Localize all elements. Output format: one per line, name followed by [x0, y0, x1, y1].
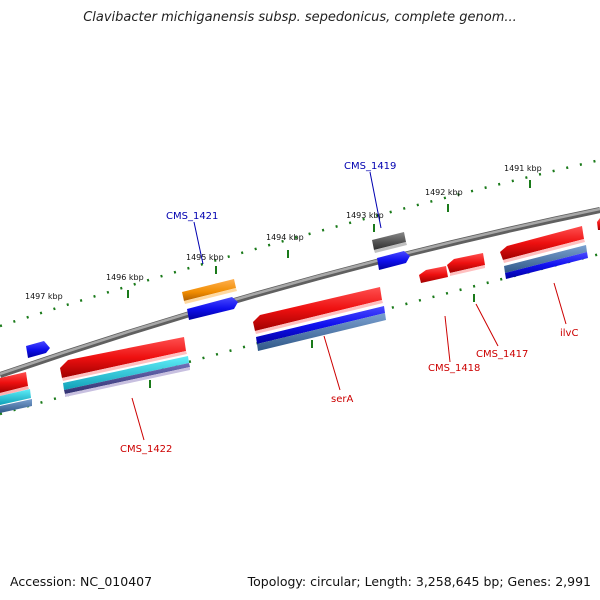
reverse-strand-features — [0, 218, 600, 413]
cds-feature[interactable] — [377, 251, 410, 270]
tick-label: 1497 kbp — [25, 292, 63, 301]
cds-feature[interactable] — [500, 226, 584, 260]
misc-feature[interactable] — [372, 232, 406, 250]
tick-label: 1492 kbp — [425, 188, 463, 197]
outer-tick-ring — [0, 158, 600, 328]
genome-stats-text: Topology: circular; Length: 3,258,645 bp… — [247, 574, 591, 589]
outer-major-ticks — [127, 180, 531, 298]
gene-label-cms-1418: CMS_1418 — [428, 363, 480, 374]
inner-major-ticks — [149, 294, 475, 388]
gene-label-cms-1422: CMS_1422 — [120, 444, 172, 455]
rna-feature[interactable] — [182, 279, 236, 301]
gene-label-cms-1419: CMS_1419 — [344, 161, 396, 172]
tick-label: 1496 kbp — [106, 273, 144, 282]
tick-labels: 1497 kbp 1496 kbp 1495 kbp 1494 kbp 1493… — [25, 164, 542, 301]
cds-feature[interactable] — [419, 266, 448, 283]
gene-label-cms-1421: CMS_1421 — [166, 211, 218, 222]
cds-feature[interactable] — [253, 287, 382, 331]
cds-feature[interactable] — [597, 218, 600, 230]
cds-feature[interactable] — [60, 337, 186, 378]
tick-label: 1495 kbp — [186, 253, 224, 262]
cds-feature[interactable] — [187, 297, 238, 320]
cds-feature[interactable] — [26, 341, 50, 358]
accession-text: Accession: NC_010407 — [10, 574, 153, 589]
tick-label: 1491 kbp — [504, 164, 542, 173]
cds-feature[interactable] — [447, 253, 485, 273]
tick-label: 1493 kbp — [346, 211, 384, 220]
gene-label-ilvc: ilvC — [560, 328, 578, 339]
gene-label-sera: serA — [331, 394, 353, 405]
map-title: Clavibacter michiganensis subsp. sepedon… — [83, 10, 517, 25]
tick-label: 1494 kbp — [266, 233, 304, 242]
label-leaders — [131, 171, 567, 441]
gene-label-cms-1417: CMS_1417 — [476, 349, 528, 360]
genome-backbone — [0, 207, 600, 378]
gene-labels: CMS_1421 CMS_1419 CMS_1422 serA CMS_1418… — [120, 161, 578, 455]
forward-strand-features — [26, 232, 410, 358]
